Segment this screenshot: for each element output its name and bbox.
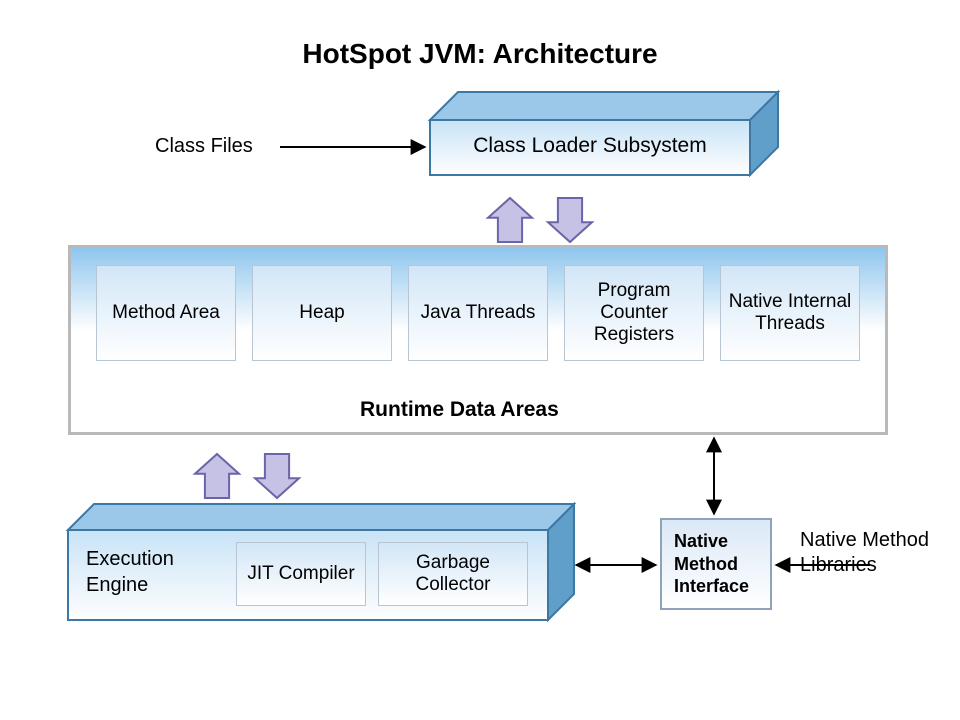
heap-box: Heap	[252, 265, 392, 361]
block-arrow-down	[548, 198, 592, 242]
native-method-interface-box: Native Method Interface	[660, 518, 772, 610]
method-area-box: Method Area	[96, 265, 236, 361]
execution-engine-label: Execution Engine	[86, 546, 226, 598]
native-libraries-label: Native Method Libraries	[800, 528, 940, 578]
class-loader-label: Class Loader Subsystem	[430, 134, 750, 158]
runtime-title: Runtime Data Areas	[360, 398, 559, 422]
class-files-label: Class Files	[155, 135, 253, 158]
block-arrow-up	[195, 454, 239, 498]
pc-registers-box: Program Counter Registers	[564, 265, 704, 361]
java-threads-box: Java Threads	[408, 265, 548, 361]
jit-compiler-box: JIT Compiler	[236, 542, 366, 606]
block-arrow-down	[255, 454, 299, 498]
native-threads-box: Native Internal Threads	[720, 265, 860, 361]
nmi-label: Native Method Interface	[674, 531, 749, 596]
garbage-collector-box: Garbage Collector	[378, 542, 528, 606]
block-arrow-up	[488, 198, 532, 242]
